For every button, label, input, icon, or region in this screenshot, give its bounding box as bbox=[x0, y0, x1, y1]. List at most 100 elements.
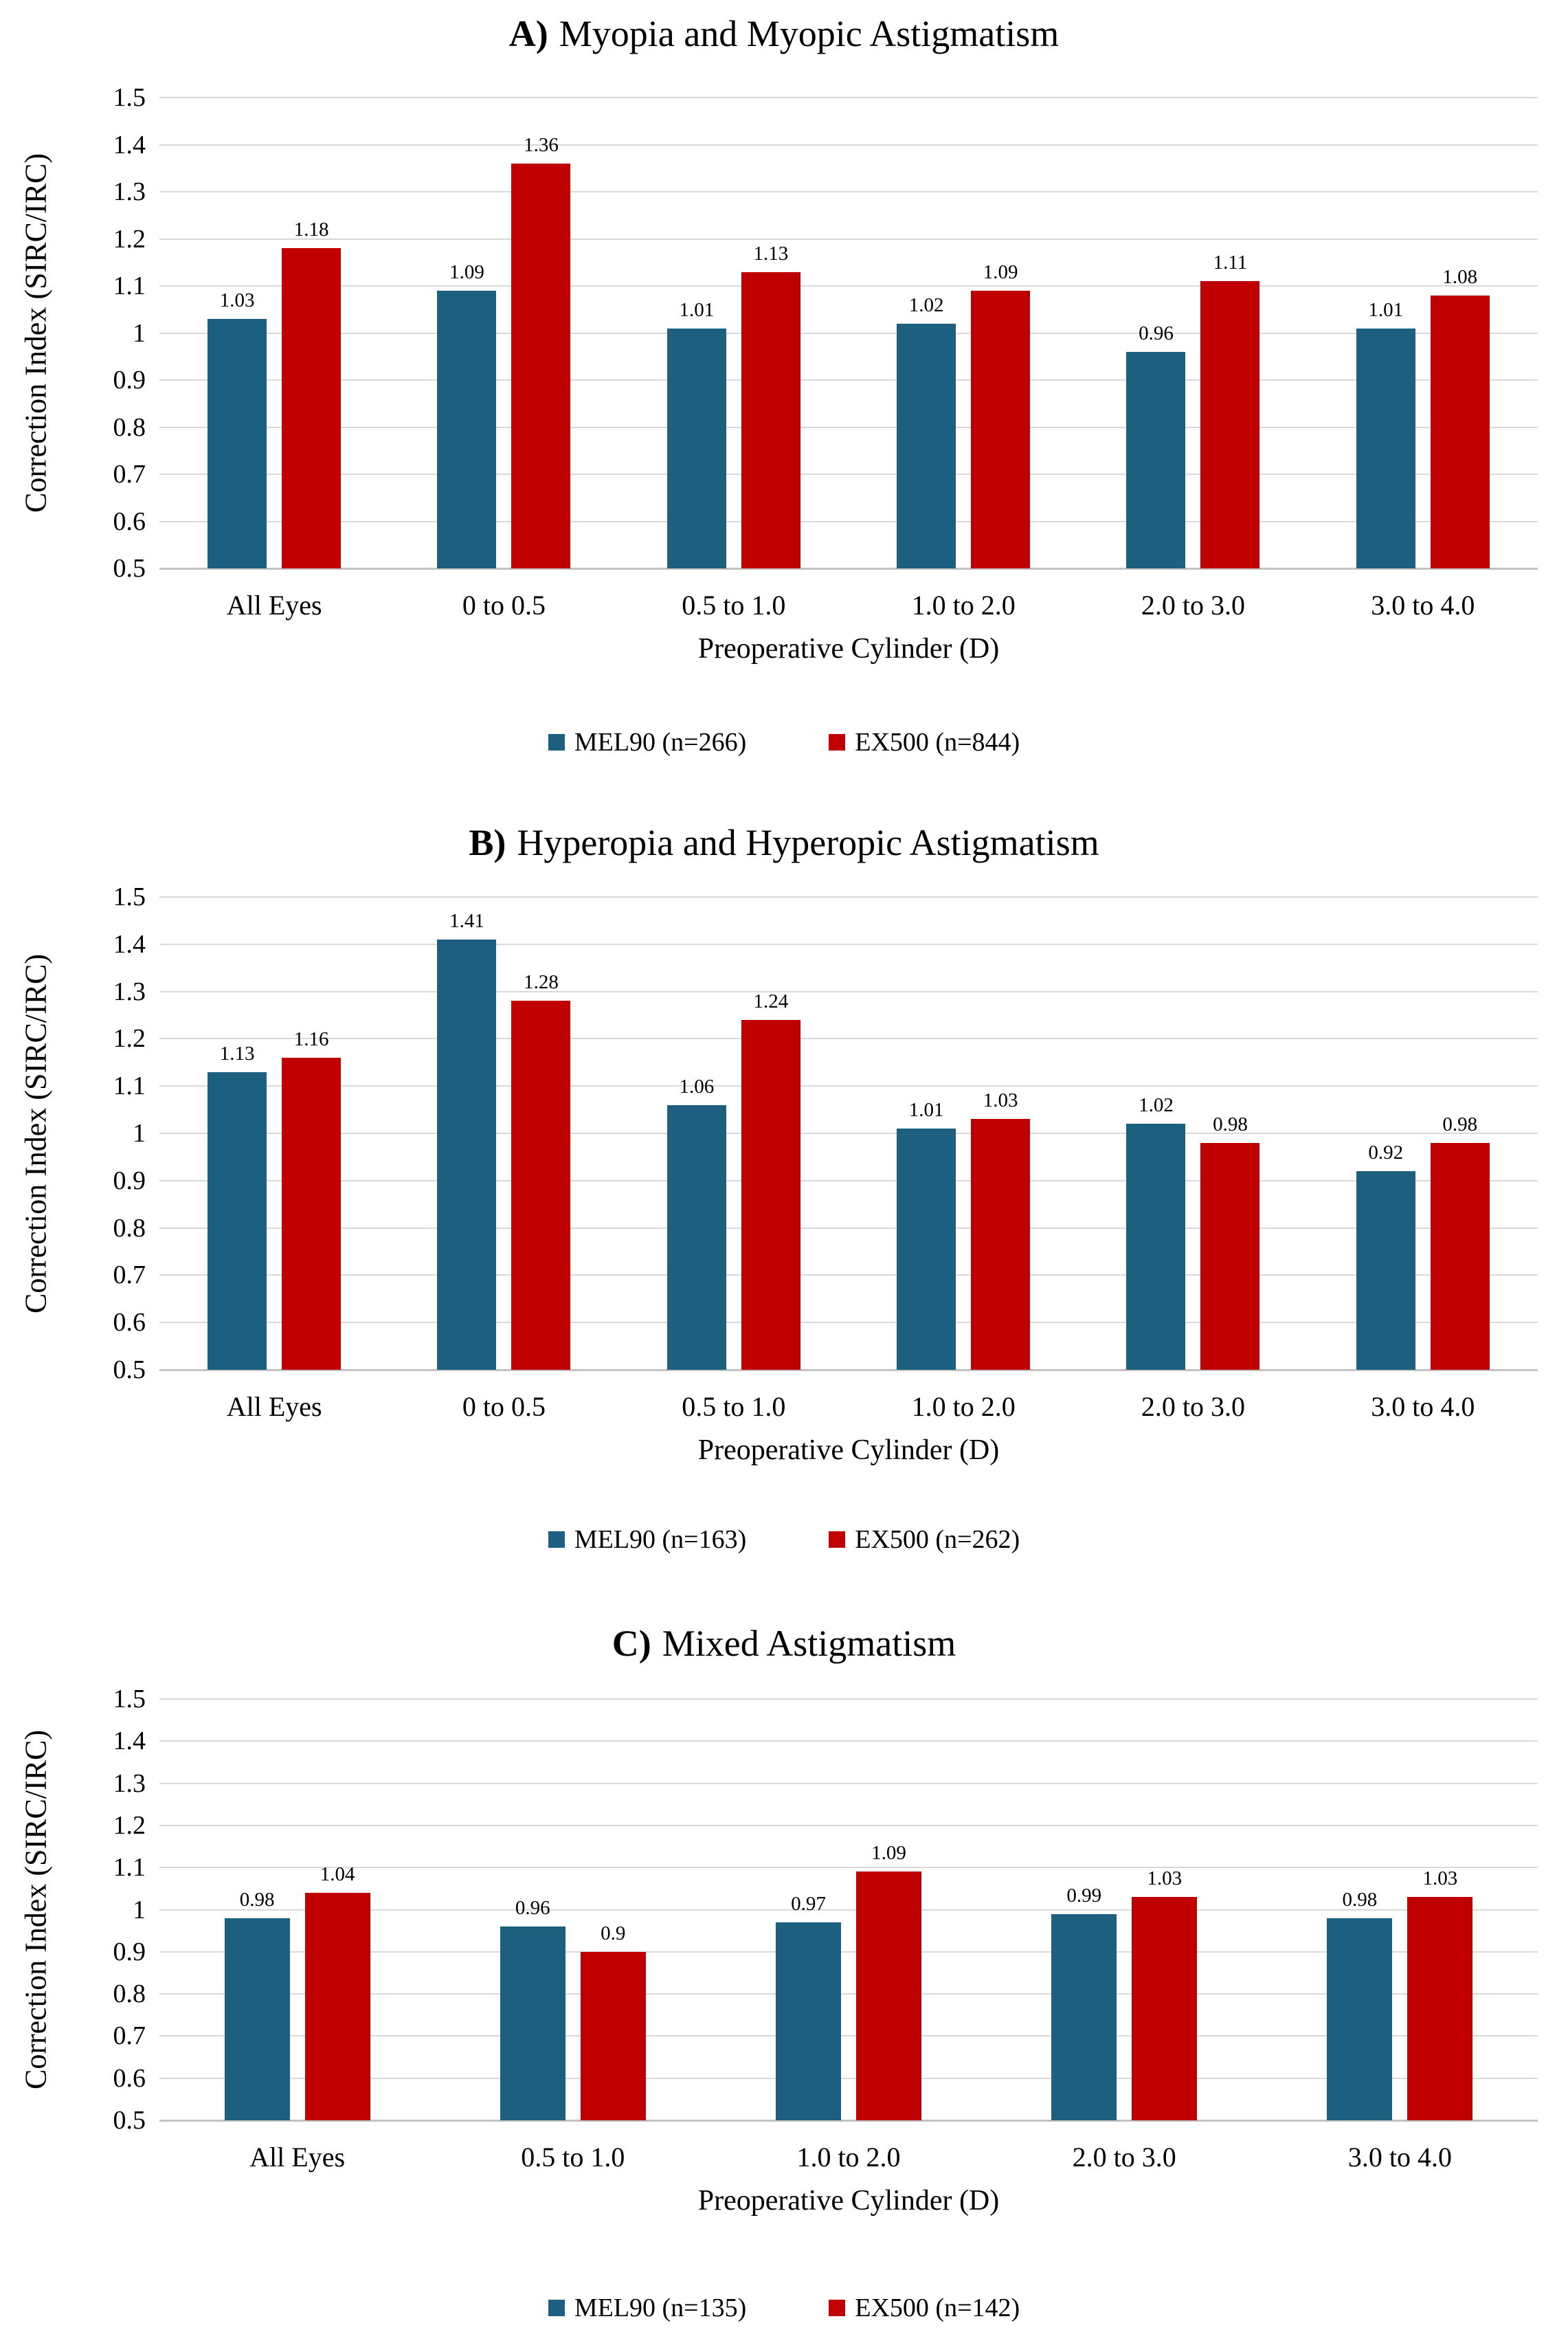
value-label: 1.16 bbox=[293, 1028, 329, 1051]
bar-groups: 1.03 1.18 1.09 1.36 1.01 1.13 1.02 1.09 0.96 1.11… bbox=[159, 98, 1538, 569]
value-label: 0.96 bbox=[1139, 322, 1174, 344]
legend-swatch-ex500 bbox=[829, 1531, 846, 1548]
y-tick-label: 1.3 bbox=[113, 1768, 146, 1798]
x-axis-line bbox=[159, 568, 1538, 570]
gridline bbox=[159, 1179, 1538, 1181]
legend-swatch-mel90 bbox=[548, 734, 565, 751]
legend-item: EX500 (n=262) bbox=[829, 1524, 1020, 1555]
legend-item: EX500 (n=844) bbox=[829, 727, 1020, 757]
category-label: 0.5 to 1.0 bbox=[682, 1391, 786, 1423]
category-group: 1.02 0.98 bbox=[1078, 897, 1308, 1370]
category-label: 0.5 to 1.0 bbox=[521, 2142, 625, 2173]
y-tick-label: 0.9 bbox=[113, 1937, 146, 1966]
chart-title: B) Hyperopia and Hyperopic Astigmatism bbox=[0, 821, 1568, 864]
bar-ex500 bbox=[971, 1119, 1031, 1370]
bar-ex500 bbox=[856, 1872, 921, 2121]
category-label: 0.5 to 1.0 bbox=[682, 590, 786, 621]
gridline bbox=[159, 1085, 1538, 1087]
chart-title-prefix: A) bbox=[508, 13, 548, 54]
bar-mel90 bbox=[224, 1918, 290, 2121]
gridline bbox=[159, 1227, 1538, 1229]
bar-ex500 bbox=[1200, 1142, 1260, 1370]
category-label: 2.0 to 3.0 bbox=[1141, 1391, 1246, 1423]
bar-mel90 bbox=[208, 1071, 267, 1370]
bar-groups: 0.98 1.04 0.96 0.9 0.97 1.09 0.99 1.03 0.98 1.03 bbox=[159, 1699, 1538, 2121]
legend: MEL90 (n=135) EX500 (n=142) bbox=[0, 2293, 1568, 2323]
category-group: 1.13 1.16 bbox=[159, 897, 389, 1370]
x-axis-title: Preoperative Cylinder (D) bbox=[697, 1434, 1000, 1467]
bar-mel90 bbox=[897, 1129, 956, 1370]
category-label: 2.0 to 3.0 bbox=[1072, 2142, 1176, 2173]
bar-mel90 bbox=[667, 1104, 726, 1370]
chart-hyperopia: B) Hyperopia and Hyperopic Astigmatism Co… bbox=[0, 777, 1568, 1555]
bar-mel90 bbox=[776, 1922, 841, 2121]
category-label: 2.0 to 3.0 bbox=[1141, 590, 1246, 621]
bar-ex500 bbox=[580, 1951, 646, 2121]
gridline bbox=[159, 1993, 1538, 1995]
legend-label: EX500 (n=844) bbox=[855, 728, 1020, 757]
value-label: 1.09 bbox=[983, 260, 1018, 283]
gridline bbox=[159, 990, 1538, 992]
legend-label: EX500 (n=262) bbox=[855, 1525, 1020, 1555]
value-label: 1.01 bbox=[679, 298, 715, 321]
legend-label: MEL90 (n=163) bbox=[574, 1525, 747, 1555]
y-tick-label: 0.7 bbox=[113, 2021, 146, 2051]
value-label: 1.11 bbox=[1213, 252, 1248, 274]
bar-mel90 bbox=[1327, 1918, 1393, 2121]
value-label: 1.01 bbox=[1368, 298, 1404, 321]
gridline bbox=[159, 379, 1538, 381]
gridline bbox=[159, 1867, 1538, 1869]
gridline bbox=[159, 1909, 1538, 1911]
y-tick-label: 1 bbox=[133, 1119, 146, 1148]
bar-ex500 bbox=[511, 164, 571, 569]
bar-ex500 bbox=[304, 1893, 370, 2121]
legend-item: MEL90 (n=135) bbox=[548, 2293, 746, 2323]
gridline bbox=[159, 97, 1538, 99]
value-label: 0.98 bbox=[239, 1888, 275, 1911]
category-group: 1.41 1.28 bbox=[389, 897, 618, 1370]
value-label: 1.28 bbox=[524, 971, 559, 994]
value-label: 1.03 bbox=[983, 1089, 1018, 1112]
legend-item: MEL90 (n=266) bbox=[548, 727, 746, 757]
y-tick-label: 0.5 bbox=[113, 1355, 146, 1385]
chart-title-text: Hyperopia and Hyperopic Astigmatism bbox=[517, 822, 1099, 863]
x-axis-categories: All Eyes 0 to 0.5 0.5 to 1.0 1.0 to 2.0 2.0 … bbox=[159, 1390, 1538, 1423]
bar-ex500 bbox=[511, 1001, 571, 1370]
legend-label: EX500 (n=142) bbox=[855, 2294, 1020, 2323]
gridline bbox=[159, 1133, 1538, 1135]
category-group: 1.06 1.24 bbox=[619, 897, 849, 1370]
y-tick-label: 1.4 bbox=[113, 1726, 146, 1756]
y-tick-label: 0.9 bbox=[113, 1166, 146, 1195]
plot-area: 1.03 1.18 1.09 1.36 1.01 1.13 1.02 1.09 0.96 1.11… bbox=[159, 97, 1538, 570]
gridline bbox=[159, 1824, 1538, 1826]
value-label: 1.09 bbox=[449, 260, 484, 283]
y-tick-label: 0.6 bbox=[113, 507, 146, 536]
value-label: 0.99 bbox=[1066, 1884, 1102, 1907]
category-group: 0.96 1.11 bbox=[1078, 98, 1308, 569]
gridline bbox=[159, 191, 1538, 193]
category-group: 1.01 1.03 bbox=[849, 897, 1078, 1370]
y-axis-ticks: 1.5 1.4 1.3 1.2 1.1 1 0.9 0.8 0.7 0.6 0.5 bbox=[71, 884, 159, 1383]
y-axis-title: Correction Index (SIRC/IRC) bbox=[19, 153, 53, 513]
y-tick-label: 0.6 bbox=[113, 1308, 146, 1337]
bar-mel90 bbox=[208, 319, 267, 569]
bar-ex500 bbox=[1430, 295, 1490, 569]
x-axis-title: Preoperative Cylinder (D) bbox=[697, 633, 1000, 665]
value-label: 1.13 bbox=[753, 242, 789, 265]
category-group: 0.92 0.98 bbox=[1308, 897, 1538, 1370]
category-group: 0.96 0.9 bbox=[435, 1699, 710, 2121]
y-axis-ticks: 1.5 1.4 1.3 1.2 1.1 1 0.9 0.8 0.7 0.6 0.5 bbox=[71, 85, 159, 581]
bar-mel90 bbox=[667, 328, 726, 569]
value-label: 0.98 bbox=[1342, 1888, 1378, 1911]
value-label: 1.04 bbox=[320, 1863, 355, 1886]
value-label: 1.03 bbox=[1422, 1867, 1458, 1890]
gridline bbox=[159, 1274, 1538, 1276]
y-tick-label: 1.1 bbox=[113, 271, 146, 301]
gridline bbox=[159, 238, 1538, 240]
chart-title-text: Myopia and Myopic Astigmatism bbox=[559, 13, 1060, 54]
gridline bbox=[159, 1782, 1538, 1784]
y-tick-label: 1.2 bbox=[113, 1024, 146, 1054]
value-label: 1.02 bbox=[908, 293, 944, 316]
category-group: 0.99 1.03 bbox=[987, 1699, 1262, 2121]
bar-ex500 bbox=[1200, 281, 1260, 569]
